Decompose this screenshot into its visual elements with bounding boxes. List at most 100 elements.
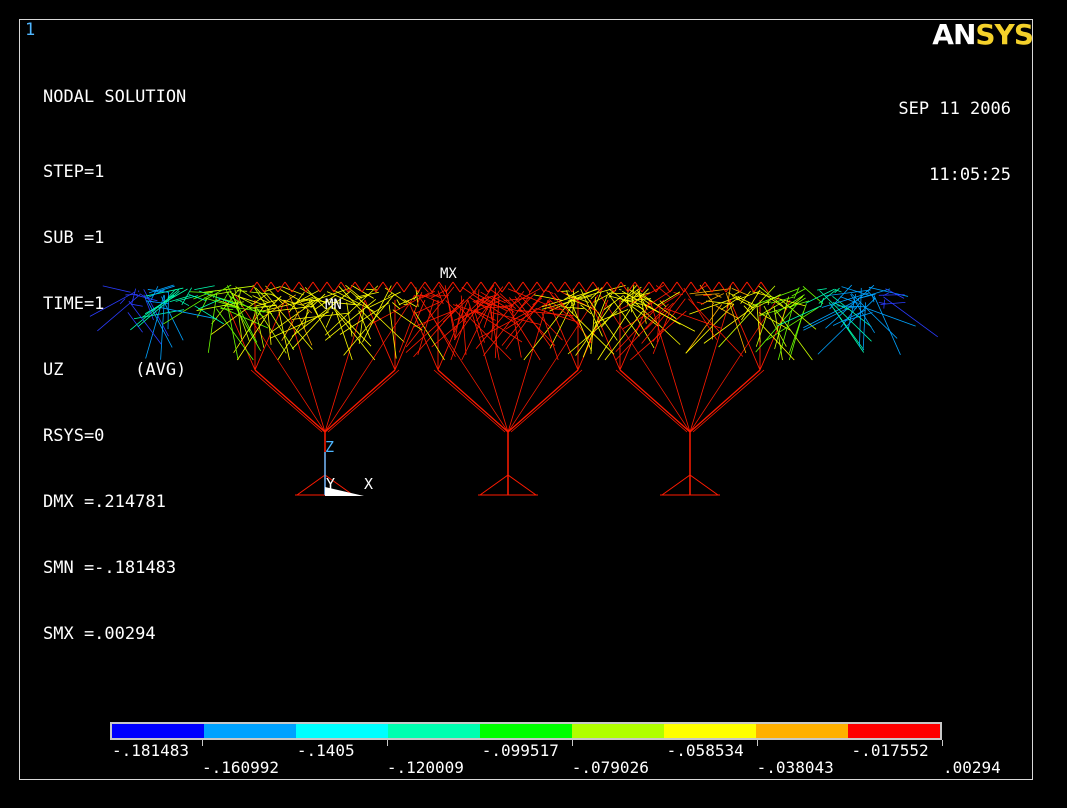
legend-label-top-1: -.1405 [296, 741, 355, 760]
model-element [628, 288, 651, 305]
model-element [424, 281, 433, 293]
model-element [254, 307, 265, 348]
model-element [234, 288, 236, 293]
model-element [361, 281, 370, 293]
legend-color-3 [388, 724, 480, 738]
model-element [532, 297, 543, 305]
model-element [690, 281, 699, 293]
model-element [167, 289, 176, 299]
model-element [127, 312, 143, 333]
model-element [834, 288, 842, 293]
model-element [499, 293, 513, 306]
model-element [137, 290, 180, 328]
model-element [543, 281, 552, 293]
legend-label-top-2: -.099517 [481, 741, 559, 760]
model-element [514, 296, 552, 348]
legend-color-4 [480, 724, 572, 738]
z-axis-label: Z [325, 438, 334, 456]
model-element [265, 285, 283, 304]
legend-label-bottom-2: -.079026 [571, 758, 649, 777]
model-element [326, 281, 335, 293]
model-element [97, 294, 141, 332]
model-element [548, 299, 581, 326]
model-element [850, 294, 875, 334]
model-element [324, 294, 416, 433]
model-element [125, 293, 138, 296]
model-element [437, 369, 509, 433]
model-element [685, 304, 723, 354]
model-element [419, 293, 440, 303]
model-element [779, 298, 817, 330]
model-element [885, 288, 905, 299]
model-element [631, 298, 681, 345]
model-element [392, 302, 401, 310]
legend-color-6 [664, 724, 756, 738]
timestamp: SEP 11 2006 11:05:25 [898, 54, 1011, 208]
model-element [536, 281, 545, 293]
model-element [479, 474, 509, 496]
model-element [755, 301, 800, 353]
model-element [145, 294, 165, 359]
model-element [564, 305, 615, 355]
model-element [249, 291, 272, 295]
model-element [501, 281, 510, 293]
model-element [627, 292, 651, 300]
model-element [284, 281, 293, 293]
model-element [805, 289, 835, 304]
model-element [622, 293, 680, 330]
legend-label-bottom-1: -.120009 [386, 758, 464, 777]
model-element [753, 281, 762, 293]
solution-title: NODAL SOLUTION [43, 87, 187, 107]
model-element [476, 310, 496, 321]
model-element [755, 311, 769, 347]
model-element [630, 310, 687, 361]
model-element [873, 295, 901, 355]
model-element [417, 299, 435, 355]
model-element [689, 294, 781, 433]
model-element [398, 296, 417, 306]
model-element [131, 303, 143, 307]
model-element [727, 292, 756, 306]
model-element [296, 474, 326, 496]
date-label: SEP 11 2006 [898, 99, 1011, 119]
solution-info-panel: NODAL SOLUTION STEP=1 SUB =1 TIME=1 UZ (… [43, 42, 186, 667]
model-element [263, 286, 281, 293]
legend-color-8 [848, 724, 940, 738]
model-element [259, 294, 296, 321]
legend-label-bottom-3: -.038043 [756, 758, 834, 777]
model-element [260, 304, 277, 308]
model-element [256, 281, 265, 293]
model-element [145, 300, 169, 305]
model-element [657, 291, 681, 306]
model-element [740, 290, 751, 304]
model-element [438, 281, 447, 293]
model-element [239, 288, 242, 297]
model-element [758, 312, 791, 331]
model-element [619, 369, 691, 433]
model-element [688, 298, 744, 357]
info-line-dmx: DMX =.214781 [43, 492, 166, 512]
model-element [255, 306, 287, 354]
model-element [298, 281, 307, 293]
model-element [259, 286, 313, 350]
model-element [857, 293, 876, 299]
legend-label-top-3: -.058534 [666, 741, 744, 760]
model-element [283, 299, 304, 306]
model-element [490, 307, 500, 361]
model-element [883, 299, 885, 309]
model-element [505, 304, 541, 361]
model-element [444, 285, 456, 340]
model-element [145, 289, 165, 299]
model-element [793, 287, 800, 299]
model-element [473, 281, 482, 293]
model-element [577, 299, 609, 371]
model-element [572, 288, 576, 306]
model-element [759, 300, 785, 316]
model-element [489, 303, 493, 320]
info-line-smx: SMX =.00294 [43, 624, 156, 644]
model-element [163, 293, 212, 325]
model-element [417, 281, 426, 293]
model-element [292, 289, 320, 305]
model-element [689, 296, 740, 315]
